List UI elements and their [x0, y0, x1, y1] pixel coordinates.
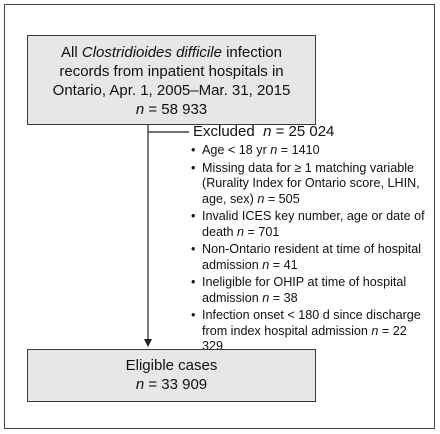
- source-records-box: All Clostridioides difficile infection r…: [27, 35, 316, 125]
- exclusion-item-infection-onset: Infection onset < 180 d since discharge …: [191, 308, 431, 355]
- source-records-line-2: records from inpatient hospitals in: [59, 63, 284, 80]
- exclusions-panel: Excluded n = 25 024 Age < 18 yr n = 1410…: [191, 123, 431, 357]
- figure-frame: [4, 4, 435, 429]
- source-records-line-3: Ontario, Apr. 1, 2005–Mar. 31, 2015: [52, 82, 291, 99]
- eligible-cases-count: n = 33 909: [135, 376, 208, 393]
- exclusion-item-non-ontario: Non-Ontario resident at time of hospital…: [191, 242, 431, 273]
- source-records-count: n = 58 933: [135, 101, 208, 118]
- exclusion-item-missing-data: Missing data for ≥ 1 matching variable (…: [191, 161, 431, 208]
- exclusions-list: Age < 18 yr n = 1410 Missing data for ≥ …: [191, 143, 431, 355]
- eligible-cases-label: Eligible cases: [125, 357, 218, 374]
- exclusion-item-age: Age < 18 yr n = 1410: [191, 143, 431, 159]
- exclusions-title: Excluded n = 25 024: [193, 123, 335, 140]
- exclusion-item-invalid-ices: Invalid ICES key number, age or date of …: [191, 209, 431, 240]
- source-records-line-1: All Clostridioides difficile infection: [61, 44, 282, 61]
- exclusion-item-ohip-ineligible: Ineligible for OHIP at time of hospital …: [191, 275, 431, 306]
- eligible-cases-box: Eligible cases n = 33 909: [27, 349, 316, 402]
